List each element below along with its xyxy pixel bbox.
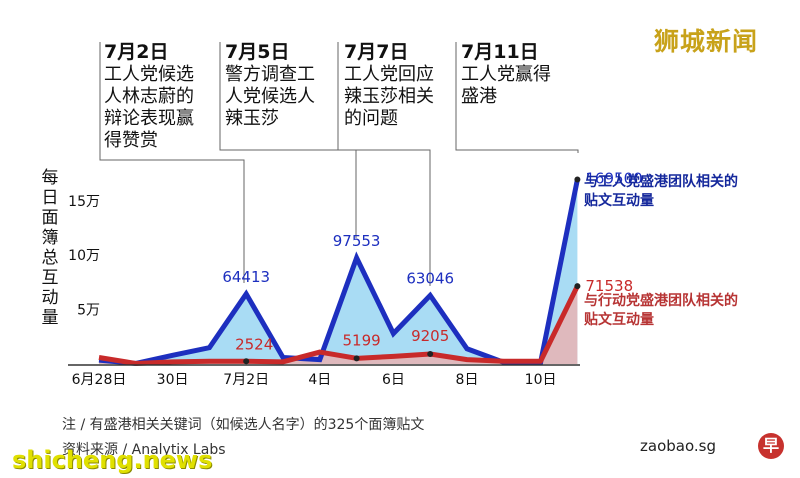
- site-name: zaobao.sg: [640, 437, 716, 455]
- series-blue-area: [99, 179, 578, 364]
- event-annotation-jul11: 7月11日 工人党赢得 盛港: [461, 40, 551, 108]
- series-red-line: [98, 285, 580, 366]
- y-tick-label: 15万: [68, 194, 100, 210]
- blue-data-label: 169500: [585, 170, 642, 188]
- x-tick-label: 6日: [382, 372, 405, 388]
- event-text-line: 辩论表现赢: [104, 108, 194, 129]
- legend-red-line: 与行动党盛港团队相关的: [584, 293, 738, 309]
- y-axis-label: 每日面簿总互动量: [41, 168, 59, 328]
- red-data-label: 2524: [235, 335, 273, 353]
- event-date: 7月7日: [344, 41, 409, 63]
- event-date: 7月5日: [225, 41, 290, 63]
- blue-data-label: 63046: [406, 269, 454, 287]
- event-text-line: 辣玉莎相关: [344, 86, 434, 107]
- event-text-line: 工人党赢得: [461, 64, 551, 85]
- footnote-source: 资料来源 / Analytix Labs: [62, 442, 226, 458]
- brand-logo-text: 狮城新闻: [654, 27, 759, 56]
- event-leader-line: [455, 42, 579, 153]
- event-text-line: 盛港: [461, 86, 497, 107]
- event-text-line: 辣玉莎: [225, 108, 279, 129]
- red-data-label: 71538: [585, 277, 633, 295]
- red-data-dot: [574, 283, 581, 290]
- blue-data-dot: [574, 176, 581, 183]
- event-text-line: 工人党候选: [104, 64, 194, 85]
- event-text-line: 工人党回应: [344, 64, 434, 85]
- red-data-dot: [427, 350, 434, 357]
- blue-data-label: 64413: [222, 268, 270, 286]
- event-date: 7月11日: [461, 41, 539, 63]
- event-date: 7月2日: [104, 41, 169, 63]
- footnote-note: 注 / 有盛港相关关键词（如候选人名字）的325个面簿贴文: [62, 417, 425, 433]
- zaobao-logo-icon: 早: [758, 433, 784, 459]
- legend-red-line: 贴文互动量: [584, 312, 654, 328]
- x-tick-label: 6月28日: [72, 372, 127, 388]
- red-data-label: 9205: [411, 327, 449, 345]
- event-text-line: 警方调查工: [225, 64, 315, 85]
- y-tick-label: 5万: [77, 303, 100, 319]
- legend-blue-series: 与工人党盛港团队相关的 贴文互动量: [584, 173, 738, 211]
- watermark: shicheng.news: [12, 446, 213, 474]
- event-text-line: 得赞赏: [104, 130, 158, 151]
- legend-blue-line: 与工人党盛港团队相关的: [584, 174, 738, 190]
- event-annotation-jul5: 7月5日 警方调查工 人党候选人 辣玉莎: [225, 40, 315, 130]
- legend-blue-line: 贴文互动量: [584, 193, 654, 209]
- x-tick-label: 7月2日: [223, 372, 269, 388]
- event-annotation-jul2: 7月2日 工人党候选 人林志蔚的 辩论表现赢 得赞赏: [104, 40, 194, 152]
- y-tick-label: 10万: [68, 248, 100, 264]
- event-leader-line: [99, 42, 245, 283]
- red-data-dot: [353, 355, 360, 362]
- legend-red-series: 与行动党盛港团队相关的 贴文互动量: [584, 292, 738, 330]
- x-tick-label: 4日: [308, 372, 331, 388]
- event-text-line: 的问题: [344, 108, 398, 129]
- event-annotation-jul7: 7月7日 工人党回应 辣玉莎相关 的问题: [344, 40, 434, 130]
- event-leader-line: [337, 42, 431, 286]
- x-tick-label: 30日: [157, 372, 189, 388]
- event-text-line: 人党候选人: [225, 86, 315, 107]
- event-leader-line: [219, 42, 357, 238]
- event-text-line: 人林志蔚的: [104, 86, 194, 107]
- red-data-label: 5199: [343, 331, 381, 349]
- blue-data-label: 97553: [333, 232, 381, 250]
- x-tick-label: 8日: [456, 372, 479, 388]
- x-tick-label: 10日: [525, 372, 557, 388]
- red-data-dot: [243, 358, 250, 365]
